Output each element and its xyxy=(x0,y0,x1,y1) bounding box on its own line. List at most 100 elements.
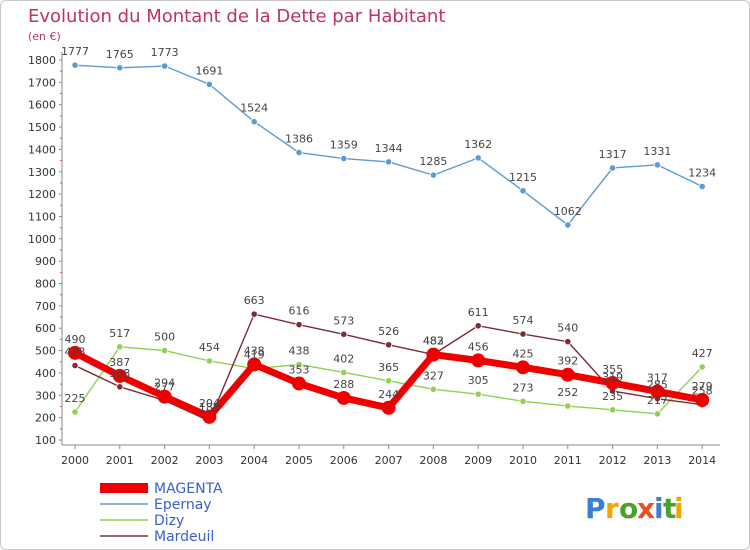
data-label-epernay: 1362 xyxy=(464,138,492,151)
point-magenta xyxy=(336,390,351,405)
data-label-mardeuil: 611 xyxy=(468,306,489,319)
point-mardeuil xyxy=(71,361,79,370)
logo-letter: t xyxy=(663,492,676,525)
data-label-mardeuil: 663 xyxy=(244,294,265,307)
point-mardeuil xyxy=(564,338,572,346)
point-magenta xyxy=(516,360,530,375)
axes: 100 200 300 400 500 600 700 800 900 1000 1100 1200 1… xyxy=(28,52,720,467)
y-tick-label: 1500 xyxy=(28,121,56,134)
data-label-mardeuil: 573 xyxy=(333,314,354,327)
x-tick-label: 2001 xyxy=(106,454,134,467)
x-tick-label: 2004 xyxy=(240,454,268,467)
point-magenta xyxy=(650,384,665,399)
x-tick-label: 2008 xyxy=(419,454,447,467)
y-tick-label: 1700 xyxy=(28,76,56,89)
point-magenta xyxy=(292,376,306,391)
point-magenta xyxy=(112,368,127,383)
y-tick-label: 1300 xyxy=(28,166,56,179)
data-label-magenta: 482 xyxy=(423,335,444,348)
point-magenta xyxy=(471,353,486,368)
point-dizy xyxy=(295,360,303,369)
x-tick-label: 2005 xyxy=(285,454,313,467)
point-epernay xyxy=(564,221,572,229)
point-mardeuil xyxy=(519,330,527,338)
data-label-epernay: 1344 xyxy=(375,142,403,155)
chart-title: Evolution du Montant de la Dette par Hab… xyxy=(28,6,445,27)
point-dizy xyxy=(429,385,437,393)
data-label-epernay: 1773 xyxy=(151,46,179,59)
y-tick-label: 1000 xyxy=(28,233,56,246)
y-tick-label: 300 xyxy=(35,389,56,402)
point-dizy xyxy=(71,408,79,416)
data-label-magenta: 317 xyxy=(647,371,668,384)
data-label-dizy: 305 xyxy=(468,374,489,387)
data-label-mardeuil: 574 xyxy=(513,314,534,327)
point-mardeuil xyxy=(116,383,124,391)
point-epernay xyxy=(71,61,79,69)
data-label-dizy: 438 xyxy=(289,344,310,357)
legend-label-dizy: Dizy xyxy=(154,513,184,529)
point-magenta xyxy=(695,392,710,407)
data-label-epernay: 1359 xyxy=(330,139,358,152)
point-magenta xyxy=(247,357,262,372)
point-dizy xyxy=(474,390,482,398)
point-mardeuil xyxy=(295,321,303,329)
y-tick-label: 400 xyxy=(35,367,56,380)
data-label-mardeuil: 285 xyxy=(647,379,668,392)
data-label-magenta: 456 xyxy=(468,340,489,353)
data-label-dizy: 327 xyxy=(423,369,444,382)
data-label-epernay: 1331 xyxy=(643,145,671,158)
x-tick-label: 2002 xyxy=(151,454,179,467)
point-epernay xyxy=(340,154,348,163)
data-label-dizy: 217 xyxy=(647,394,668,407)
data-label-mardeuil: 277 xyxy=(154,380,175,393)
point-dizy xyxy=(384,377,393,385)
y-tick-label: 1200 xyxy=(28,188,56,201)
data-label-epernay: 1234 xyxy=(688,167,716,180)
data-label-mardeuil: 258 xyxy=(692,385,713,398)
data-label-dizy: 225 xyxy=(65,392,86,405)
y-tick-label: 100 xyxy=(35,434,56,447)
data-labels: 1777 1765 1773 1691 1524 1386 1359 1344 1285 1362… xyxy=(61,45,716,414)
data-label-epernay: 1765 xyxy=(106,48,134,61)
point-dizy xyxy=(564,402,572,410)
data-label-epernay: 1062 xyxy=(554,205,582,218)
x-tick-label: 2003 xyxy=(195,454,223,467)
point-epernay xyxy=(429,171,437,179)
point-epernay xyxy=(474,154,482,162)
data-label-epernay: 1317 xyxy=(599,148,627,161)
data-label-magenta: 288 xyxy=(333,378,354,391)
point-mardeuil xyxy=(250,310,258,318)
point-dizy xyxy=(205,357,213,365)
x-tick-label: 2011 xyxy=(554,454,582,467)
data-label-epernay: 1691 xyxy=(195,64,223,77)
data-label-mardeuil: 338 xyxy=(109,367,130,380)
logo-letter: x xyxy=(637,492,655,525)
point-dizy xyxy=(340,368,348,377)
chart-subtitle: (en €) xyxy=(28,30,61,43)
point-epernay xyxy=(519,187,527,195)
x-tick-label: 2013 xyxy=(643,454,671,467)
data-label-dizy: 252 xyxy=(557,386,578,399)
point-magenta xyxy=(605,376,620,390)
data-label-magenta: 392 xyxy=(557,355,578,368)
point-mardeuil xyxy=(340,330,348,338)
point-epernay xyxy=(295,148,303,157)
data-label-dizy: 500 xyxy=(154,331,175,344)
point-epernay xyxy=(653,161,662,169)
data-label-dizy: 454 xyxy=(199,341,220,354)
data-label-epernay: 1777 xyxy=(61,45,89,58)
point-mardeuil xyxy=(384,341,393,349)
data-label-mardeuil: 319 xyxy=(602,371,623,384)
series-layer xyxy=(68,61,710,425)
logo-letter: i xyxy=(674,492,684,525)
x-tick-label: 2014 xyxy=(688,454,716,467)
data-label-epernay: 1285 xyxy=(419,155,447,168)
data-label-magenta: 279 xyxy=(692,380,713,393)
legend-label-mardeuil: Mardeuil xyxy=(154,529,214,545)
point-epernay xyxy=(250,118,258,126)
y-tick-label: 200 xyxy=(35,412,56,425)
